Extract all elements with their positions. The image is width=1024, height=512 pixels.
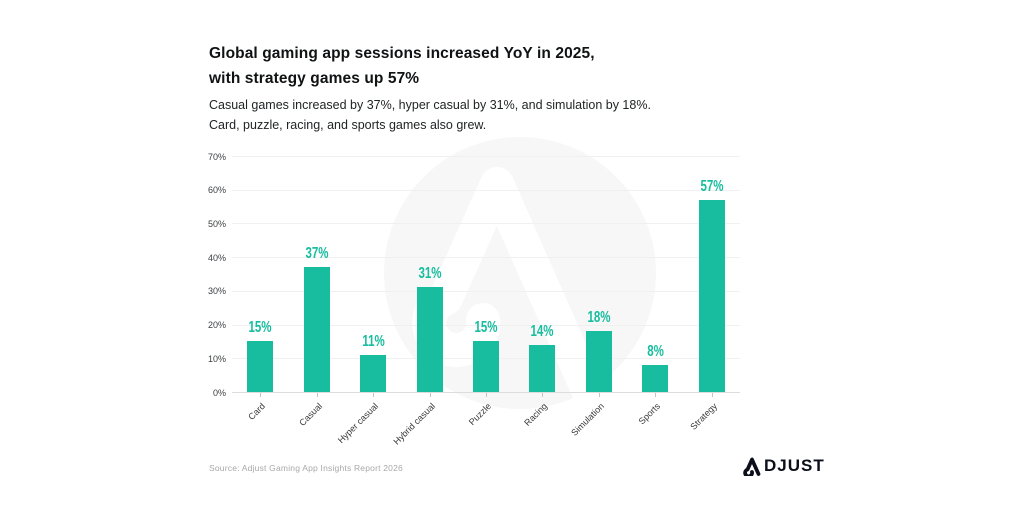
x-axis-tick-mark (373, 393, 375, 397)
x-axis-tick-mark (486, 393, 487, 397)
chart-subtitle-line-2: Card, puzzle, racing, and sports games a… (209, 118, 487, 132)
bar-value-label: 31% (418, 265, 442, 283)
bar (416, 287, 443, 392)
chart-title-line-1: Global gaming app sessions increased YoY… (209, 45, 595, 62)
y-axis-tick-label: 0% (212, 387, 226, 398)
bar-value-label: 15% (474, 319, 498, 337)
x-axis-category-label: Strategy (688, 401, 719, 432)
y-axis-tick-label: 60% (207, 185, 226, 196)
x-axis-tick-mark (711, 393, 713, 397)
bar (529, 344, 556, 392)
bar (303, 267, 330, 392)
x-axis-tick-mark (429, 393, 431, 397)
y-axis-tick-label: 50% (207, 218, 226, 229)
y-axis-tick-label: 70% (207, 151, 226, 162)
x-axis-tick-mark (598, 393, 600, 397)
header: Global gaming app sessions increased YoY… (209, 41, 651, 135)
y-axis-tick-label: 10% (207, 353, 226, 364)
y-axis-tick-label: 40% (207, 252, 226, 263)
y-axis-tick-label: 20% (207, 320, 226, 331)
chart-subtitle: Casual games increased by 37%, hyper cas… (209, 95, 651, 135)
x-axis-tick-mark (542, 393, 544, 397)
bar-value-label: 14% (530, 322, 554, 340)
bar (473, 341, 499, 392)
bar-value-label: 18% (587, 309, 611, 327)
adjust-logo-wordmark: DJUST (764, 456, 825, 475)
chart-subtitle-line-1: Casual games increased by 37%, hyper cas… (209, 98, 651, 112)
adjust-brand-logo: DJUST (742, 456, 825, 476)
bar (585, 331, 612, 392)
bar-value-label: 57% (700, 177, 724, 195)
bar (698, 199, 725, 392)
x-axis-tick-mark (655, 393, 657, 397)
bar-value-label: 11% (361, 332, 385, 350)
gridline (232, 223, 740, 225)
bar-value-label: 37% (305, 245, 329, 263)
bar (247, 341, 274, 392)
bar-value-label: 15% (248, 319, 272, 337)
bar (642, 365, 669, 392)
gridline (232, 156, 740, 157)
chart-title-line-2: with strategy games up 57% (209, 70, 420, 87)
bar-value-label: 8% (647, 343, 664, 361)
plot-area: 0% 10% 20% 30% 40% 50% 60% 70% 15% Card 37% Casual 1… (208, 152, 740, 447)
x-axis-tick-mark (316, 393, 318, 397)
gridline (232, 189, 740, 191)
y-axis-tick-label: 30% (207, 286, 226, 297)
source-note: Source: Adjust Gaming App Insights Repor… (209, 463, 403, 473)
bar (360, 354, 387, 392)
adjust-logo-a-icon (743, 457, 761, 476)
x-axis-tick-mark (260, 393, 262, 397)
